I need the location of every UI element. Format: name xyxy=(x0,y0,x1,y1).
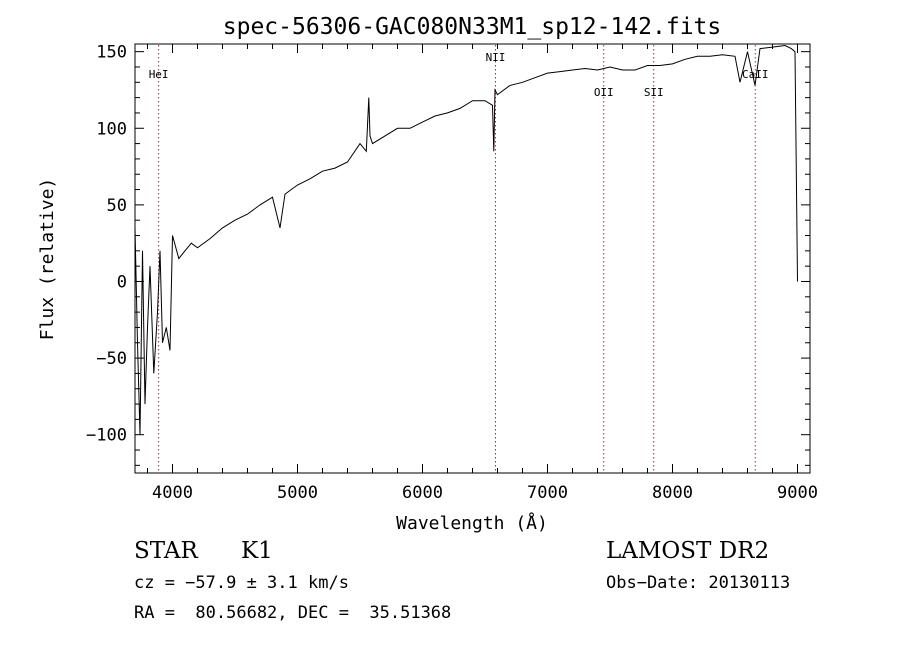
line-marker-label: HeI xyxy=(149,68,169,81)
line-marker-label: OII xyxy=(594,86,614,99)
x-tick-label: 4000 xyxy=(152,483,193,503)
x-axis-label: Wavelength (Å) xyxy=(396,512,548,534)
observation-date: Obs−Date: 20130113 xyxy=(606,573,791,593)
y-axis-label: Flux (relative) xyxy=(37,178,58,341)
coordinates: RA = 80.56682, DEC = 35.51368 xyxy=(134,603,452,623)
y-tick-label: 50 xyxy=(107,196,127,216)
line-marker-label: NII xyxy=(486,51,506,64)
x-tick-label: 8000 xyxy=(652,483,693,503)
x-tick-label: 5000 xyxy=(277,483,318,503)
x-tick-label: 7000 xyxy=(527,483,568,503)
plot-frame xyxy=(134,43,811,474)
line-marker-label: SII xyxy=(644,86,664,99)
y-tick-label: −50 xyxy=(96,349,127,369)
spectral-subclass: K1 xyxy=(241,538,273,564)
chart-title: spec-56306-GAC080N33M1_sp12-142.fits xyxy=(223,14,722,40)
y-tick-label: 150 xyxy=(96,43,127,63)
spectral-class: STAR xyxy=(134,538,198,564)
emission-line-markers: HeI NII OII SII CaII xyxy=(149,45,769,472)
y-tick-label: 0 xyxy=(117,272,127,292)
y-tick-label: −100 xyxy=(86,426,127,446)
x-tick-label: 9000 xyxy=(777,483,818,503)
line-marker-label: CaII xyxy=(742,68,769,81)
y-tick-label: 100 xyxy=(96,119,127,139)
axis-ticks: 4000 5000 6000 7000 8000 9000 −100 −50 0 50 100 150 xyxy=(86,43,818,503)
redshift-readout: cz = −57.9 ± 3.1 km/s xyxy=(134,573,349,593)
flux-series xyxy=(134,44,798,435)
x-tick-label: 6000 xyxy=(402,483,443,503)
flux-line xyxy=(134,44,798,435)
survey-name: LAMOST DR2 xyxy=(606,538,770,564)
